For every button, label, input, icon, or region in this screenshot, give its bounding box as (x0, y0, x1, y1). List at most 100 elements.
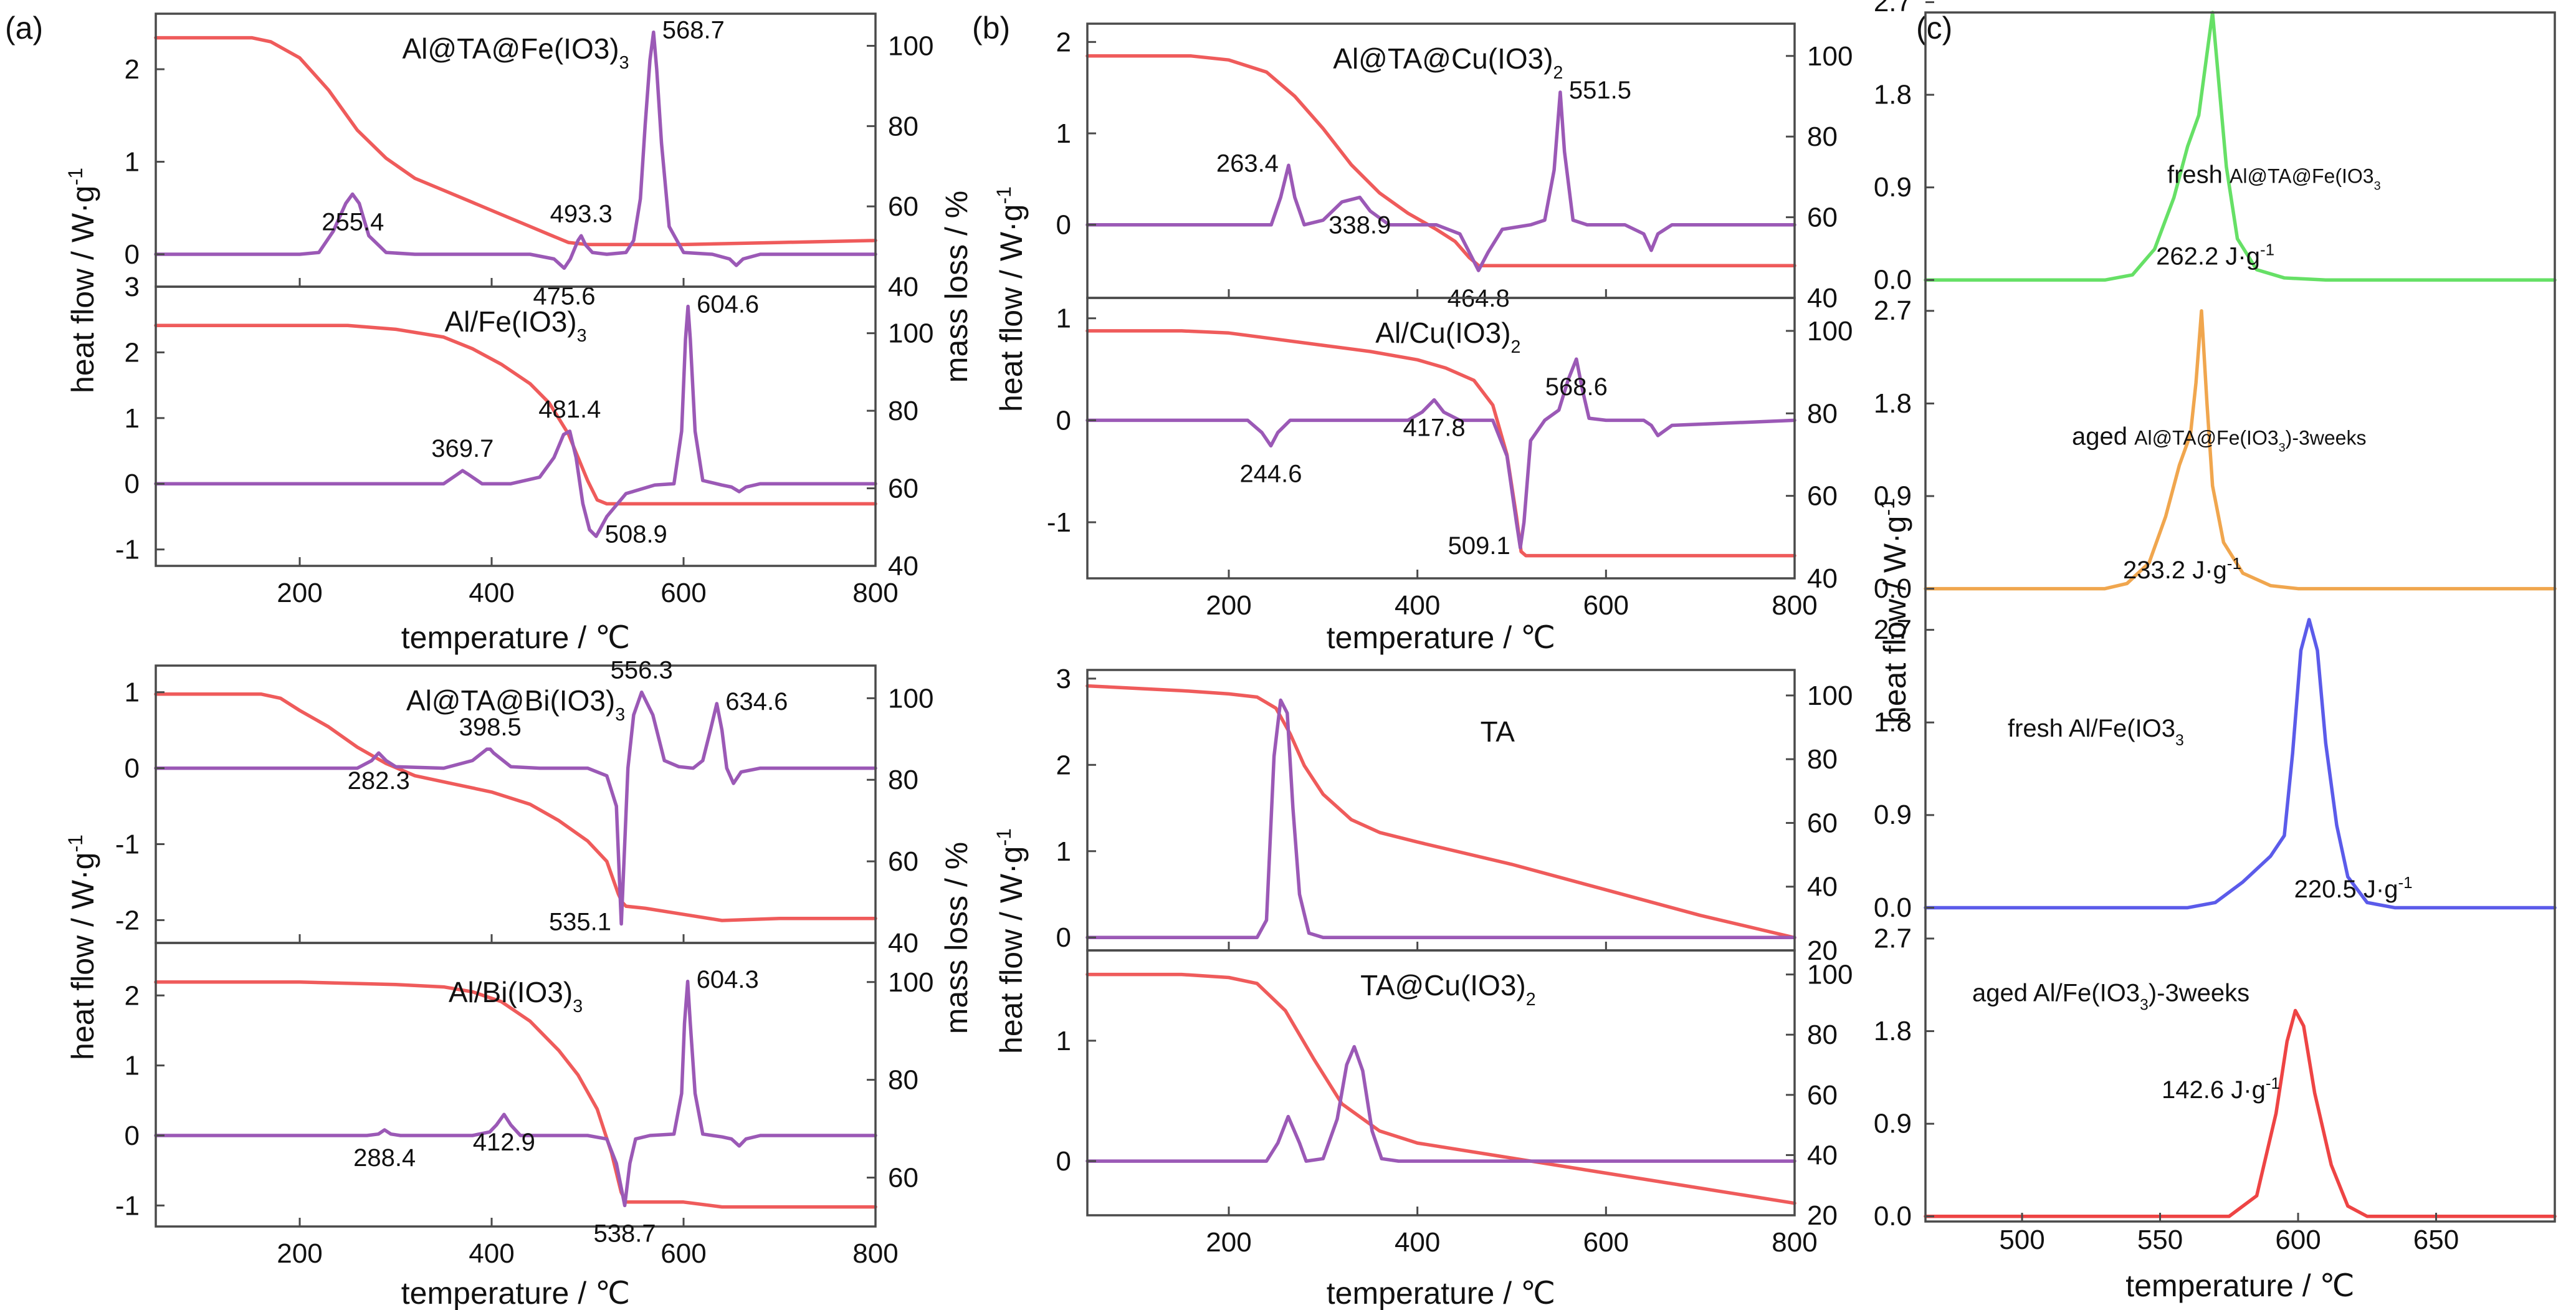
xtick-label-b2: 600 (1583, 590, 1629, 621)
y2tick-label-a1: 60 (888, 191, 918, 222)
subplot-title-a2: Al/Fe(IO3)3 (444, 305, 586, 346)
ytick-label-b1: 0 (1056, 210, 1071, 241)
subplot-title-a4: Al/Bi(IO3)3 (449, 976, 583, 1016)
peak-label-b2: 244.6 (1239, 460, 1302, 487)
peak-label-a1: 493.3 (550, 200, 613, 227)
peak-label-a4: 288.4 (353, 1144, 416, 1172)
ytick-label-b2: 1 (1056, 304, 1071, 334)
xtick-label-b2: 800 (1772, 590, 1817, 621)
xlabel-a-bottom: temperature / ℃ (401, 1276, 630, 1310)
ylabel-left-a-bottom: heat flow / W·g-1 (64, 834, 100, 1060)
ytick-label-a2: 0 (125, 469, 140, 499)
peak-label-b1: 338.9 (1329, 212, 1391, 239)
dsc-line-a4 (154, 980, 877, 1208)
y2tick-label-a3: 80 (888, 765, 918, 795)
ytick-label-a3: 1 (125, 677, 140, 708)
peak-label-a3: 398.5 (459, 714, 522, 741)
y2tick-label-b1: 40 (1807, 283, 1838, 313)
peak-label-a4: 604.3 (697, 966, 759, 993)
y2tick-label-b1: 100 (1807, 41, 1853, 72)
y2tick-label-a2: 40 (888, 551, 918, 581)
y2tick-label-a3: 40 (888, 928, 918, 959)
ytick-label-a2: 1 (125, 403, 140, 434)
peak-label-a4: 538.7 (594, 1220, 656, 1247)
y2tick-label-a3: 60 (888, 846, 918, 877)
ytick-label-c: 0.9 (1874, 800, 1912, 830)
peak-label-a4: 412.9 (473, 1129, 535, 1156)
y2tick-label-a3: 100 (888, 683, 933, 714)
subplot-c: 0.00.91.82.70.00.91.82.70.00.91.82.70.00… (1874, 0, 2555, 1255)
xtick-label-a2: 600 (661, 578, 706, 608)
subplot-b3: 0 1 2 3 20 40 60 80 100 TA (1056, 664, 1853, 966)
frame-b3 (1086, 669, 1796, 952)
ylabel-left-a-top: heat flow / W·g-1 (64, 168, 100, 393)
ytick-label-c: 0.0 (1874, 892, 1912, 923)
y2tick-label-b4: 40 (1807, 1140, 1838, 1170)
subplot-a1: 012406080100Al@TA@Fe(IO3)3255.4475.6493.… (125, 12, 933, 310)
xtick-label-b4: 200 (1206, 1227, 1251, 1258)
y2tick-label-b4: 80 (1807, 1020, 1838, 1050)
xtick-label-c: 550 (2137, 1225, 2183, 1255)
y2tick-label-b1: 80 (1807, 122, 1838, 152)
tga-line-b2 (1085, 329, 1796, 558)
subplot-title-a1: Al@TA@Fe(IO3)3 (403, 32, 629, 73)
y2tick-label-a4: 60 (888, 1163, 918, 1193)
xtick-label-a4: 200 (277, 1238, 322, 1269)
ytick-label-c: 0.0 (1874, 573, 1912, 604)
y2tick-label-b2: 100 (1807, 316, 1853, 347)
ytick-label-b1: 2 (1056, 27, 1071, 57)
enthalpy-label-c-2: 233.2 J·g-1 (2123, 554, 2241, 584)
y2tick-label-a2: 60 (888, 474, 918, 504)
ytick-label-b3: 3 (1056, 664, 1071, 694)
y2tick-label-b3: 80 (1807, 744, 1838, 775)
xlabel-b-bottom: temperature / ℃ (1327, 1276, 1555, 1310)
tga-line-a3 (154, 692, 877, 922)
y2tick-label-b2: 40 (1807, 563, 1838, 594)
peak-label-a3: 282.3 (348, 767, 410, 795)
y2tick-label-a2: 100 (888, 318, 933, 349)
y2tick-label-b2: 60 (1807, 481, 1838, 512)
subplot-title-b1: Al@TA@Cu(IO3)2 (1333, 42, 1563, 83)
peak-label-a3: 556.3 (611, 657, 673, 684)
tga-line-b1 (1085, 54, 1796, 267)
xtick-label-c: 500 (1999, 1225, 2044, 1255)
ytick-label-a3: -2 (115, 905, 140, 935)
ytick-label-b3: 0 (1056, 922, 1071, 953)
peak-label-a2: 481.4 (538, 396, 601, 423)
ylabel-right-a-top: mass loss / % (939, 191, 974, 383)
ytick-label-c: 2.7 (1874, 923, 1912, 954)
y2tick-label-b1: 60 (1807, 203, 1838, 233)
xlabel-a-top: temperature / ℃ (401, 620, 630, 655)
ytick-label-c: 0.9 (1874, 1109, 1912, 1139)
subplot-title-b3: TA (1481, 715, 1515, 748)
ytick-label-a4: 0 (125, 1121, 140, 1151)
peak-label-a2: 369.7 (431, 435, 494, 462)
xtick-label-a4: 600 (661, 1238, 706, 1269)
subplot-a4: -1 0 1 2 60 80 100 200 400 600 800 Al/Bi(IO3)3 288.4… (115, 942, 933, 1269)
dsc-line-b1 (1085, 90, 1796, 272)
dsc-line-a1 (154, 30, 877, 270)
subplot-b2: -1 0 1 40 60 80 100 200 400 600 800 Al/Cu(IO3)2 244.… (1047, 297, 1853, 621)
series-label-c-2: aged Al@TA@Fe(IO33)-3weeks (2072, 423, 2366, 454)
series-line-c-3 (1925, 619, 2555, 907)
y2tick-label-b3: 100 (1807, 681, 1853, 711)
dsc-line-a3 (154, 690, 877, 926)
peak-label-a2: 508.9 (605, 521, 667, 548)
ytick-label-c: 1.8 (1874, 1016, 1912, 1046)
y2tick-label-b4: 60 (1807, 1080, 1838, 1111)
peak-label-a1: 255.4 (322, 209, 384, 236)
peak-label-a3: 535.1 (549, 909, 611, 936)
subplot-a3: -2 -1 0 1 40 60 80 100 Al@TA@Bi(IO3)3 282.3 398.5 5… (115, 657, 934, 959)
ytick-label-c: 2.7 (1874, 295, 1912, 326)
frame-b2 (1086, 297, 1796, 580)
y2tick-label-a4: 100 (888, 967, 933, 998)
peak-label-a3: 634.6 (725, 688, 788, 715)
peak-label-a1: 568.7 (662, 17, 725, 44)
peak-label-a2: 604.6 (697, 291, 759, 318)
panel-label-b: (b) (972, 11, 1010, 45)
ytick-label-a4: 1 (125, 1051, 140, 1081)
peak-label-b2: 417.8 (1403, 414, 1466, 442)
ytick-label-b3: 1 (1056, 836, 1071, 867)
ytick-label-c: 1.8 (1874, 707, 1912, 738)
y2tick-label-b2: 80 (1807, 398, 1838, 429)
